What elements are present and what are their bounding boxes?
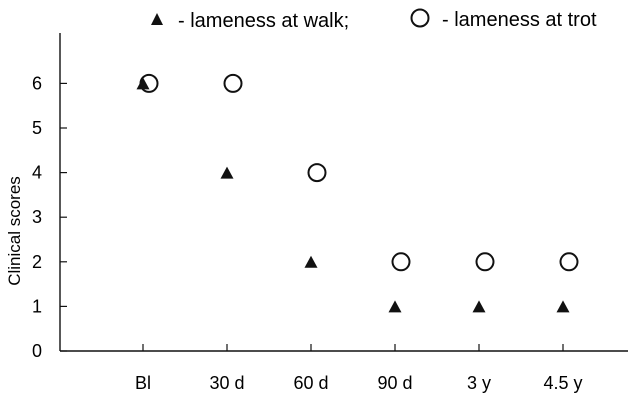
y-tick-label: 3 xyxy=(32,207,42,227)
trot-point xyxy=(475,252,495,272)
y-axis-label: Clinical scores xyxy=(5,176,24,286)
y-tick-label: 6 xyxy=(32,73,42,93)
trot-point xyxy=(391,252,411,272)
y-tick-label: 5 xyxy=(32,118,42,138)
x-tick-label: 60 d xyxy=(293,373,328,393)
y-tick-label: 2 xyxy=(32,252,42,272)
ticks: 0 1 2 3 4 5 6 Bl 30 d 60 d 90 d 3 y 4.5 y xyxy=(32,73,583,393)
walk-point xyxy=(304,255,318,268)
data-marks xyxy=(136,73,579,313)
legend-trot-label: - lameness at trot xyxy=(442,9,597,31)
walk-point xyxy=(472,300,486,313)
axes xyxy=(59,33,628,352)
legend-walk-marker xyxy=(151,13,163,25)
x-tick-label: 4.5 y xyxy=(543,373,582,393)
x-tick-label: 30 d xyxy=(209,373,244,393)
x-tick-label: 90 d xyxy=(377,373,412,393)
trot-point xyxy=(307,163,327,183)
x-tick-label: Bl xyxy=(135,373,151,393)
walk-point xyxy=(136,77,150,90)
y-tick-label: 0 xyxy=(32,341,42,361)
x-tick-label: 3 y xyxy=(467,373,491,393)
y-tick-label: 4 xyxy=(32,163,42,183)
y-tick-label: 1 xyxy=(32,296,42,316)
trot-point xyxy=(223,73,243,93)
trot-point xyxy=(559,252,579,272)
legend: - lameness at walk; - lameness at trot xyxy=(151,8,597,32)
walk-point xyxy=(220,166,234,179)
walk-point xyxy=(388,300,402,313)
walk-point xyxy=(556,300,570,313)
legend-trot-marker xyxy=(410,8,430,28)
legend-walk-label: - lameness at walk; xyxy=(178,10,349,32)
